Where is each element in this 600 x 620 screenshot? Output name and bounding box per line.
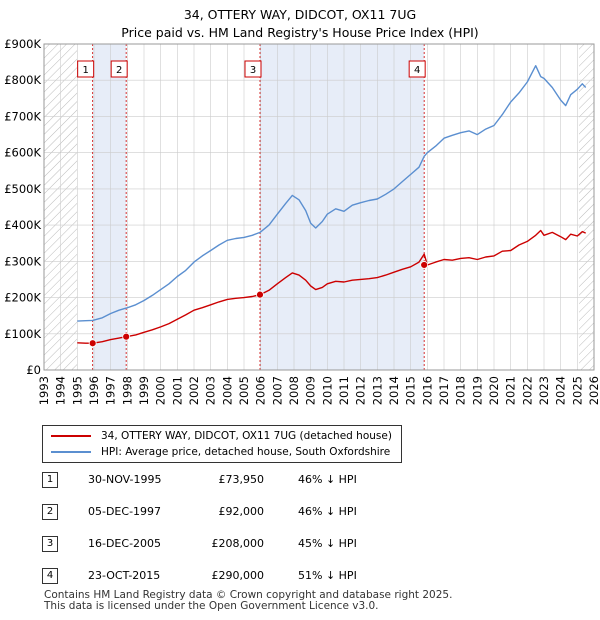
x-tick-label: 2017 [437, 376, 451, 405]
x-tick-label: 1997 [104, 376, 118, 405]
footer-line1: Contains HM Land Registry data © Crown c… [44, 589, 453, 601]
x-tick-label: 2021 [504, 376, 518, 405]
x-tick-label: 1996 [87, 376, 101, 405]
series-line-property [77, 229, 586, 344]
hatched-region [579, 44, 594, 370]
y-tick-label: £600K [4, 146, 41, 160]
chart-title: 34, OTTERY WAY, DIDCOT, OX11 7UG Price p… [0, 6, 600, 42]
sale-number: 1 [42, 472, 58, 488]
y-tick-label: £500K [4, 182, 41, 196]
x-tick-label: 1995 [70, 376, 84, 405]
sale-row: 1 30-NOV-1995 £73,950 46% ↓ HPI [42, 470, 462, 490]
sale-date: 23-OCT-2015 [88, 569, 161, 582]
sale-number: 4 [42, 568, 58, 584]
sale-hpi-diff: 51% ↓ HPI [298, 569, 357, 582]
sale-point [88, 339, 97, 348]
sale-price: £208,000 [211, 537, 265, 550]
sale-marker-box [110, 60, 128, 78]
y-tick-label: £900K [4, 37, 41, 51]
x-tick-label: 1998 [120, 376, 134, 405]
sale-date: 16-DEC-2005 [88, 537, 162, 550]
legend-swatch-hpi [51, 451, 91, 453]
x-tick-label: 2001 [170, 376, 184, 405]
x-tick-label: 2013 [370, 376, 384, 405]
shaded-ownership-period [92, 44, 127, 370]
shaded-ownership-period [260, 44, 425, 370]
x-tick-label: 2000 [154, 376, 168, 405]
y-tick-label: £200K [4, 291, 41, 305]
sale-row: 3 16-DEC-2005 £208,000 45% ↓ HPI [42, 534, 462, 554]
sale-row: 2 05-DEC-1997 £92,000 46% ↓ HPI [42, 502, 462, 522]
legend-item-property: 34, OTTERY WAY, DIDCOT, OX11 7UG (detach… [51, 429, 392, 443]
sale-price: £290,000 [211, 569, 265, 582]
chart-legend: 34, OTTERY WAY, DIDCOT, OX11 7UG (detach… [42, 425, 402, 463]
sale-marker-box [408, 60, 426, 78]
y-tick-label: £0 [26, 363, 41, 377]
sale-point [122, 332, 131, 341]
sale-marker-box [244, 60, 262, 78]
x-tick-label: 2015 [404, 376, 418, 405]
x-tick-label: 1999 [137, 376, 151, 405]
x-tick-label: 2023 [537, 376, 551, 405]
sale-row: 4 23-OCT-2015 £290,000 51% ↓ HPI [42, 566, 462, 586]
footer-attribution: Contains HM Land Registry data © Crown c… [44, 590, 452, 612]
sale-point [420, 261, 429, 269]
y-tick-label: £700K [4, 109, 41, 123]
sale-hpi-diff: 46% ↓ HPI [298, 505, 357, 518]
x-tick-label: 2016 [420, 376, 434, 405]
sale-number: 2 [42, 504, 58, 520]
x-tick-label: 2007 [270, 376, 284, 405]
x-tick-label: 2026 [587, 376, 600, 405]
x-tick-label: 2011 [337, 376, 351, 405]
legend-label-hpi: HPI: Average price, detached house, Sout… [101, 446, 391, 458]
x-tick-label: 2018 [454, 376, 468, 405]
sale-marker-label: 2 [116, 65, 122, 76]
sale-marker-label: 4 [414, 65, 420, 76]
x-tick-label: 1994 [54, 376, 68, 405]
legend-swatch-property [51, 435, 91, 437]
sale-price: £92,000 [218, 505, 265, 518]
x-tick-label: 2019 [470, 376, 484, 405]
sale-price: £73,950 [218, 473, 265, 486]
sale-hpi-diff: 46% ↓ HPI [298, 473, 357, 486]
price-chart: £0 £100K £200K £300K £400K £500K £600K £700K £80… [4, 37, 600, 405]
sale-hpi-diff: 45% ↓ HPI [298, 537, 357, 550]
sale-point [256, 290, 264, 299]
x-tick-label: 2025 [570, 376, 584, 405]
sale-marker-label: 3 [250, 65, 256, 76]
x-tick-label: 2006 [254, 376, 268, 405]
sale-marker-box [77, 60, 95, 78]
x-tick-label: 2014 [387, 376, 401, 405]
sale-marker-label: 1 [82, 65, 88, 76]
x-tick-label: 2004 [220, 376, 234, 405]
chart-title-line1: 34, OTTERY WAY, DIDCOT, OX11 7UG [183, 7, 417, 22]
legend-item-hpi: HPI: Average price, detached house, Sout… [51, 445, 390, 459]
sale-date: 05-DEC-1997 [88, 505, 162, 518]
x-tick-label: 2022 [520, 376, 534, 405]
x-tick-label: 2002 [187, 376, 201, 405]
plot-area: £0 £100K £200K £300K £400K £500K £600K £700K £80… [4, 37, 600, 405]
sale-number: 3 [42, 536, 58, 552]
chart-title-line2: Price paid vs. HM Land Registry's House … [121, 25, 479, 40]
y-tick-label: £300K [4, 254, 41, 268]
x-tick-label: 2005 [237, 376, 251, 405]
y-tick-label: £400K [4, 218, 41, 232]
x-tick-label: 2012 [354, 376, 368, 405]
series-line-hpi [77, 64, 587, 322]
x-tick-label: 2010 [320, 376, 334, 405]
legend-label-property: 34, OTTERY WAY, DIDCOT, OX11 7UG (detach… [101, 430, 392, 442]
x-tick-label: 2020 [487, 376, 501, 405]
y-tick-label: £100K [4, 327, 41, 341]
sale-date: 30-NOV-1995 [88, 473, 162, 486]
footer-line2: This data is licensed under the Open Gov… [44, 600, 379, 612]
plot-border [43, 43, 595, 371]
x-tick-label: 2024 [554, 376, 568, 405]
x-tick-label: 2009 [304, 376, 318, 405]
x-tick-label: 1993 [37, 376, 51, 405]
x-tick-label: 2008 [287, 376, 301, 405]
y-tick-label: £800K [4, 73, 41, 87]
x-tick-label: 2003 [204, 376, 218, 405]
